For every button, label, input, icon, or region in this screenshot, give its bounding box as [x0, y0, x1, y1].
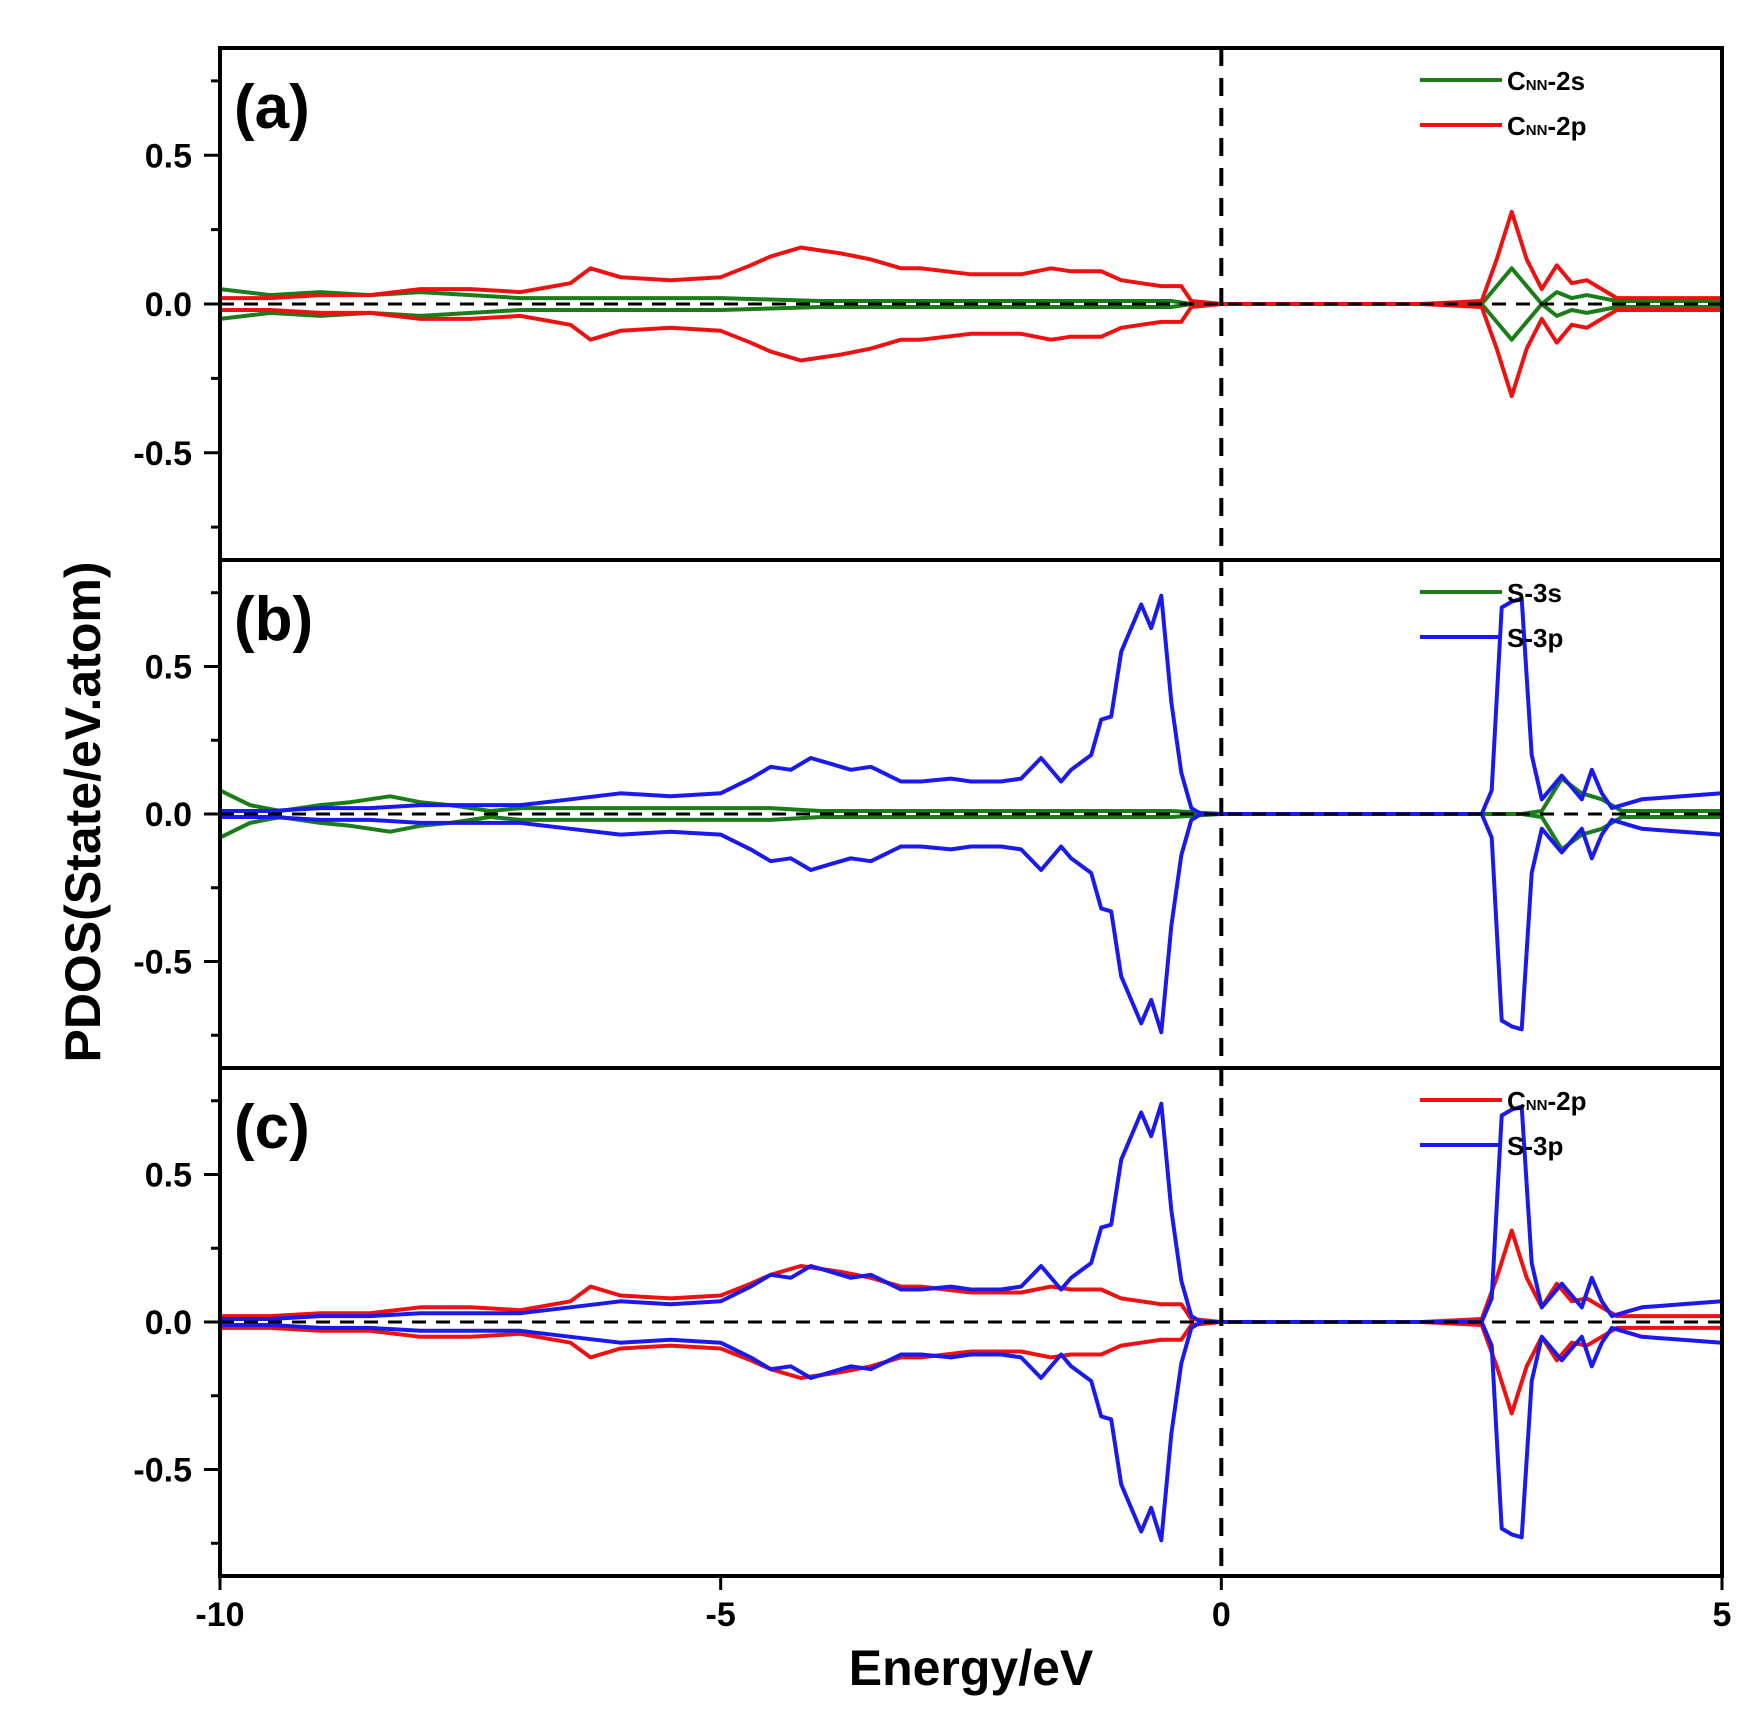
series-line-S-3p-down: [220, 812, 1723, 1035]
legend-label: S-3p: [1507, 623, 1563, 653]
panel-label: (a): [234, 73, 310, 142]
x-tick-label: -5: [706, 1596, 736, 1634]
series-line-S-3p-up: [220, 593, 1723, 816]
x-tick-label: -10: [195, 1596, 244, 1634]
x-tick-label: 0: [1212, 1596, 1231, 1634]
panel-1: 0.5 0.0 -0.5 (b) S-3s S-3p: [133, 558, 1724, 1070]
legend-label: CNN-2p: [1507, 1086, 1586, 1116]
legend-label: CNN-2s: [1507, 66, 1585, 96]
series-line-S-3p-down: [220, 1320, 1723, 1543]
y-tick-label: -0.5: [133, 435, 192, 473]
series-line-CNN-2p-up: [220, 209, 1722, 306]
x-tick-label: 5: [1713, 1596, 1732, 1634]
series-line-S-3s-up: [219, 776, 1722, 816]
panel-0: 0.5 0.0 -0.5 (a) CNN-2s CNN-2p: [133, 46, 1724, 562]
series-line-S-3p-up: [220, 1101, 1723, 1324]
y-tick-label: 0.5: [145, 137, 192, 175]
y-tick-label: 0.5: [145, 649, 192, 687]
y-tick-label: 0.0: [145, 796, 192, 834]
y-tick-label: 0.0: [145, 286, 192, 324]
legend-label: S-3s: [1507, 578, 1562, 608]
series-line-CNN-2p-down: [220, 1320, 1722, 1416]
y-axis-title: PDOS(State/eV.atom): [55, 561, 111, 1062]
panel-2: 0.5 0.0 -0.5 (c) CNN-2p S-3p: [133, 1066, 1724, 1590]
x-axis-title: Energy/eV: [849, 1640, 1094, 1696]
series-line-CNN-2p-up: [220, 1228, 1722, 1324]
y-tick-label: -0.5: [133, 944, 192, 982]
series-line-CNN-2p-down: [220, 302, 1722, 399]
panel-label: (b): [234, 585, 313, 654]
panel-label: (c): [234, 1093, 310, 1162]
y-tick-label: 0.0: [145, 1304, 192, 1342]
y-tick-label: -0.5: [133, 1452, 192, 1490]
y-tick-label: 0.5: [145, 1157, 192, 1195]
legend-label: CNN-2p: [1507, 111, 1586, 141]
series-line-S-3s-down: [219, 812, 1722, 852]
legend-label: S-3p: [1507, 1131, 1563, 1161]
